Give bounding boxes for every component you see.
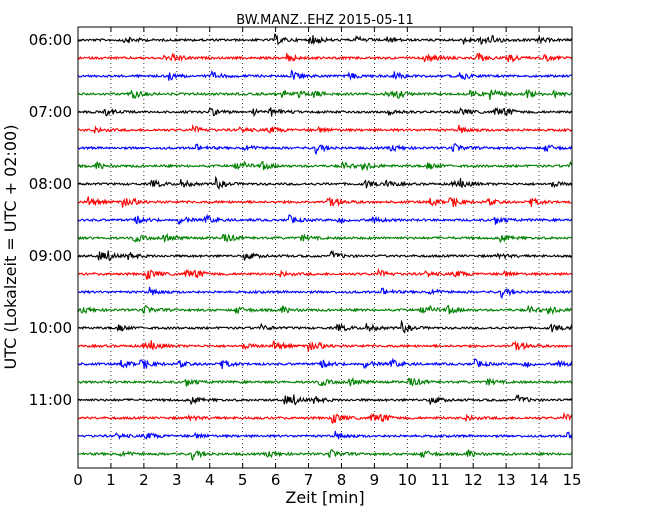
trace-08:30 (77, 213, 573, 225)
trace-11:15 (77, 411, 573, 424)
trace-07:45 (77, 160, 573, 172)
trace-06:30 (77, 69, 573, 81)
y-tick-label: 11:00 (29, 391, 72, 409)
trace-08:45 (77, 232, 572, 244)
x-tick-label: 11 (431, 471, 450, 489)
grid-lines (110, 27, 540, 468)
trace-09:45 (77, 304, 573, 316)
y-tick-label: 10:00 (29, 319, 72, 337)
trace-10:30 (77, 357, 573, 370)
trace-07:30 (77, 143, 573, 156)
y-axis-label: UTC (Lokalzeit = UTC + 02:00) (1, 125, 20, 370)
trace-06:45 (77, 88, 573, 100)
plot-frame (77, 26, 573, 469)
x-tick-label: 9 (370, 471, 380, 489)
y-tick-label: 07:00 (29, 103, 72, 121)
trace-07:00 (77, 106, 573, 118)
x-tick-label: 15 (562, 471, 581, 489)
chart-title: BW.MANZ..EHZ 2015-05-11 (236, 13, 414, 28)
trace-09:00 (77, 249, 573, 262)
trace-07:15 (77, 123, 573, 135)
x-tick-label: 1 (106, 471, 116, 489)
traces (77, 33, 573, 462)
trace-08:15 (77, 196, 572, 208)
trace-11:00 (77, 393, 573, 406)
x-tick-label: 13 (497, 471, 516, 489)
x-tick-label: 12 (464, 471, 483, 489)
x-tick-label: 10 (398, 471, 417, 489)
x-axis: 0 1 2 3 4 5 6 7 8 9 10 11 12 13 14 15 (73, 27, 582, 489)
x-axis-label: Zeit [min] (285, 488, 364, 507)
trace-10:15 (77, 340, 573, 352)
x-tick-label: 2 (139, 471, 149, 489)
x-tick-label: 6 (271, 471, 281, 489)
x-tick-label: 7 (304, 471, 314, 489)
trace-09:15 (78, 267, 573, 280)
x-tick-label: 3 (172, 471, 182, 489)
y-tick-label: 09:00 (29, 247, 72, 265)
trace-09:30 (77, 286, 573, 300)
x-tick-label: 14 (530, 471, 549, 489)
trace-08:00 (77, 175, 573, 190)
x-tick-label: 5 (238, 471, 248, 489)
x-tick-label: 8 (337, 471, 347, 489)
x-tick-label: 4 (205, 471, 215, 489)
y-tick-label: 08:00 (29, 175, 72, 193)
trace-06:15 (77, 52, 573, 63)
y-axis: 06:00 07:00 08:00 09:00 10:00 11:00 (29, 31, 572, 409)
trace-10:00 (77, 319, 573, 334)
x-tick-label: 0 (73, 471, 83, 489)
trace-06:00 (77, 33, 572, 46)
y-tick-label: 06:00 (29, 31, 72, 49)
trace-11:45 (77, 449, 573, 462)
trace-10:45 (77, 376, 573, 387)
trace-11:30 (77, 430, 573, 441)
